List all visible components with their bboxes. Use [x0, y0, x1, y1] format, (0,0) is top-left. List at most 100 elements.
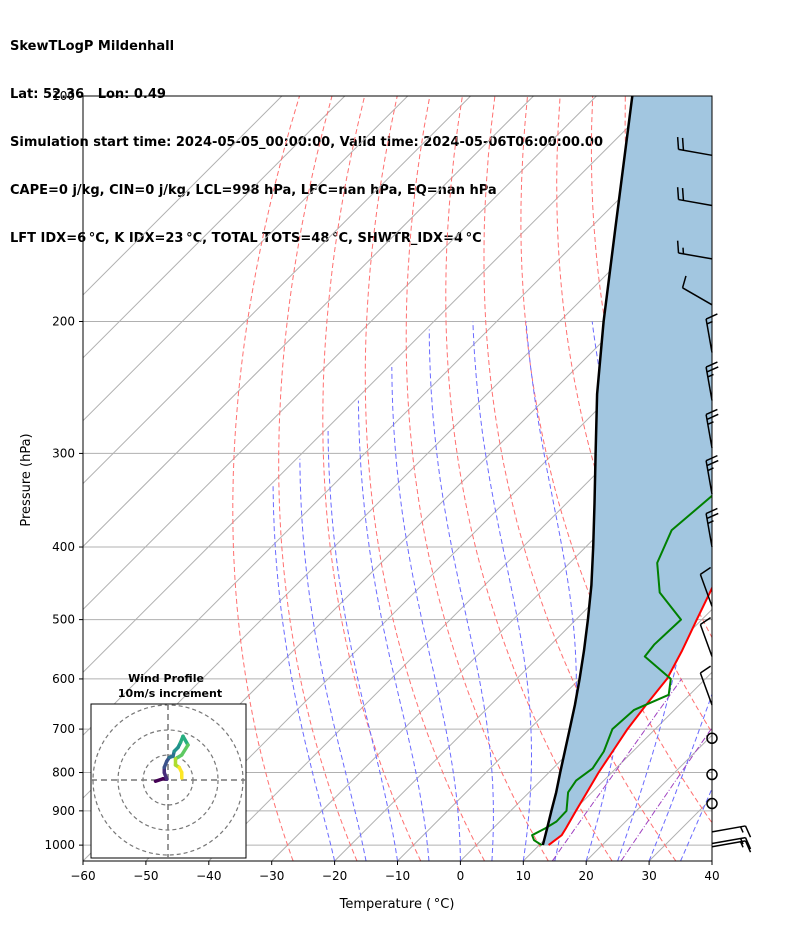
barb-staff [705, 414, 713, 449]
dry-adiabat-line [445, 96, 613, 861]
y-tick-label: 1000 [44, 838, 75, 852]
isotherm-line [522, 671, 712, 861]
barb-feather [681, 275, 687, 289]
y-tick-label: 300 [52, 446, 75, 460]
wind-barbs [676, 137, 752, 853]
x-tick-label: 20 [579, 869, 594, 883]
barb-feather [676, 240, 680, 254]
barb-half-feather [707, 520, 714, 525]
isotherm-line [83, 96, 597, 611]
isotherm-line [775, 96, 794, 861]
x-tick-label: −60 [70, 869, 95, 883]
isotherm-line [83, 96, 660, 674]
barb-staff [699, 672, 713, 706]
temperature-profile-line [547, 585, 712, 846]
isotherm-line [83, 105, 712, 736]
moist-adiabat-line [680, 787, 712, 861]
isotherm-line [83, 96, 471, 485]
barb-feather [706, 413, 719, 421]
barb-feather [676, 187, 680, 200]
barb-staff [705, 366, 713, 401]
barb-staff [682, 287, 713, 306]
title-times: Simulation start time: 2024-05-05_00:00:… [10, 135, 603, 150]
moist-adiabat-line [428, 329, 494, 861]
title-location: Lat: 52.36 Lon: 0.49 [10, 87, 166, 102]
y-tick-label: 100 [52, 89, 75, 103]
wind-barb [705, 313, 718, 353]
wind-barb [711, 825, 752, 838]
wind-barb [711, 836, 752, 850]
barb-half-feather [707, 467, 714, 472]
barb-staff [711, 825, 746, 833]
barb-staff [711, 840, 746, 848]
chart-header: SkewTLogP Mildenhall Lat: 52.36 Lon: 0.4… [10, 7, 603, 263]
x-tick-label: −30 [259, 869, 284, 883]
x-tick-label: −20 [322, 869, 347, 883]
barb-feather [706, 512, 719, 520]
dry-adiabat-line [232, 96, 300, 861]
barb-half-feather [707, 421, 714, 426]
calm-wind-circle [706, 768, 718, 781]
wind-barb [705, 454, 719, 495]
isotherm-line [271, 419, 712, 861]
x-axis-label: Temperature ( °C) [339, 897, 455, 912]
calm-wind-circle [706, 797, 718, 810]
y-tick-label: 600 [52, 672, 75, 686]
wind-barb [699, 665, 713, 706]
barb-half-feather [707, 373, 714, 378]
isotherm-line [83, 96, 409, 422]
x-tick-label: 40 [704, 869, 719, 883]
moist-adiabat-line [648, 692, 712, 861]
title-station: SkewTLogP Mildenhall [10, 39, 175, 54]
isotherm-line [83, 96, 346, 359]
isotherm-line [145, 294, 712, 861]
barb-feather [705, 313, 718, 320]
hodograph-trace-segment [180, 743, 190, 757]
barb-half-feather [739, 841, 744, 848]
barb-feather [706, 366, 719, 373]
x-tick-label: 30 [641, 869, 656, 883]
barb-staff [705, 460, 713, 495]
barb-staff [699, 574, 713, 607]
barb-staff [699, 624, 713, 657]
moist-adiabat-line [391, 366, 461, 861]
barb-feather [699, 665, 712, 674]
barb-feather [705, 361, 718, 368]
wind-barb [699, 566, 713, 607]
axis-ticks: −60 −50 −40 −30 −20 −10 0 10 20 30 40 1000 900 800 700… [44, 89, 719, 883]
barb-feather [681, 137, 685, 151]
profile-lines [531, 96, 712, 846]
barb-feather [744, 837, 752, 850]
mixing-ratio-line [551, 678, 683, 861]
barb-feather [744, 825, 752, 838]
hodograph-title: Wind Profile [128, 672, 204, 685]
dry-adiabat-line [322, 96, 422, 861]
dewpoint-profile-line [531, 494, 712, 846]
y-tick-label: 500 [52, 613, 75, 627]
moist-adiabat-line [711, 859, 712, 861]
dry-adiabat-line [520, 96, 712, 824]
wind-barb [706, 768, 718, 781]
barb-half-feather [739, 838, 744, 845]
y-tick-label: 900 [52, 804, 75, 818]
calm-wind-circle [706, 732, 718, 745]
moist-adiabat-line [357, 400, 430, 861]
isotherm-line [334, 482, 712, 861]
moist-adiabat-line [299, 458, 367, 861]
x-tick-label: −50 [133, 869, 158, 883]
isotherm-line [83, 96, 283, 296]
dry-adiabat-line [278, 96, 358, 861]
isotherm-line [397, 545, 712, 861]
hodograph-inset: Wind Profile 10m/s increment [90, 672, 247, 859]
isotherm-line [711, 860, 712, 861]
barb-half-feather [739, 826, 744, 833]
barb-feather [744, 840, 752, 853]
isotherm-line [83, 96, 534, 548]
barb-staff [705, 318, 713, 353]
dry-adiabat-line [756, 96, 794, 861]
barb-feather [676, 137, 680, 150]
x-tick-label: 0 [457, 869, 465, 883]
wind-barb [681, 275, 713, 306]
moist-adiabat-line [272, 484, 336, 861]
